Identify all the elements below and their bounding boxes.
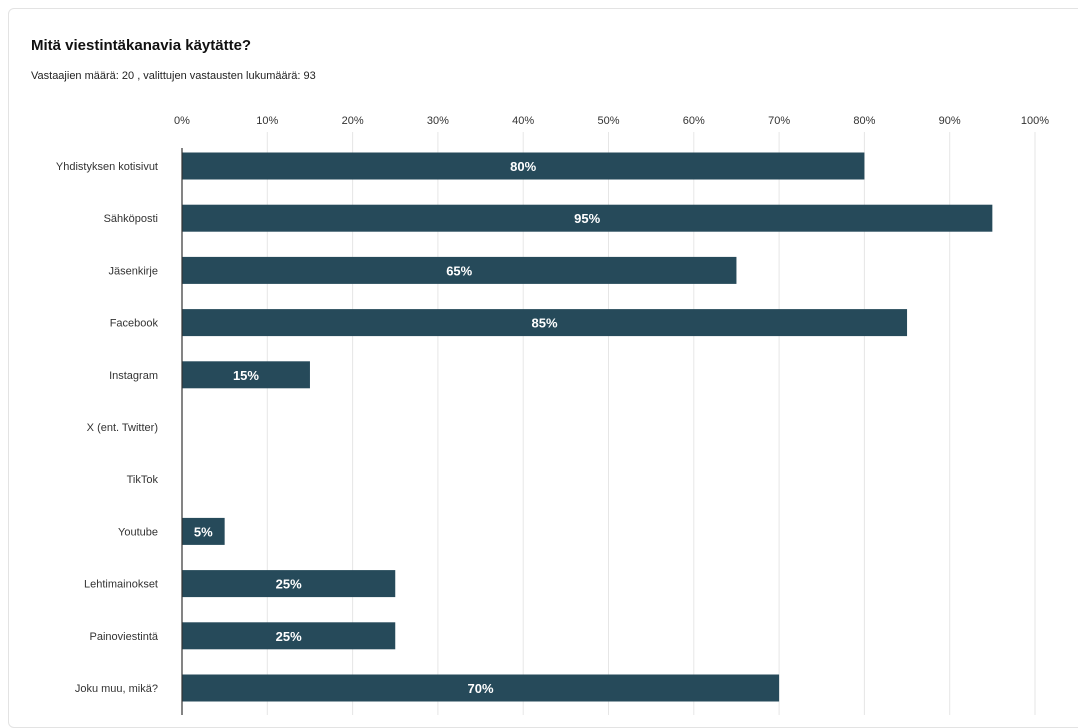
bar-value-label: 5% xyxy=(194,524,213,539)
bar xyxy=(182,256,737,284)
category-label: X (ent. Twitter) xyxy=(87,422,158,434)
bar xyxy=(182,361,310,389)
x-tick-label: 60% xyxy=(683,115,705,127)
category-label: Lehtimainokset xyxy=(84,579,158,591)
bar-value-label: 65% xyxy=(446,263,472,278)
bar-value-label: 25% xyxy=(276,629,302,644)
x-tick-label: 50% xyxy=(597,115,619,127)
category-label: Youtube xyxy=(118,526,158,538)
bar xyxy=(182,152,865,180)
category-label: TikTok xyxy=(127,474,159,486)
category-label: Painoviestintä xyxy=(90,631,159,643)
bar xyxy=(182,622,396,650)
bar-value-label: 80% xyxy=(510,159,536,174)
bar-value-label: 85% xyxy=(532,316,558,331)
x-tick-label: 70% xyxy=(768,115,790,127)
x-tick-label: 0% xyxy=(174,115,190,127)
bar xyxy=(182,674,780,702)
bar xyxy=(182,204,993,232)
bar xyxy=(182,570,396,598)
bar-value-label: 95% xyxy=(574,211,600,226)
category-label: Joku muu, mikä? xyxy=(75,683,158,695)
x-tick-label: 20% xyxy=(342,115,364,127)
bar xyxy=(182,309,908,337)
bar-value-label: 25% xyxy=(276,577,302,592)
x-tick-label: 90% xyxy=(939,115,961,127)
category-label: Sähköposti xyxy=(104,213,158,225)
bar xyxy=(182,517,225,545)
category-label: Jäsenkirje xyxy=(108,265,158,277)
x-tick-label: 40% xyxy=(512,115,534,127)
bar-value-label: 70% xyxy=(468,681,494,696)
bar-value-label: 15% xyxy=(233,368,259,383)
x-tick-label: 30% xyxy=(427,115,449,127)
x-tick-label: 10% xyxy=(256,115,278,127)
chart-title: Mitä viestintäkanavia käytätte? xyxy=(31,37,252,54)
chart-subtitle: Vastaajien määrä: 20 , valittujen vastau… xyxy=(31,70,316,82)
category-label: Facebook xyxy=(110,318,159,330)
x-tick-label: 80% xyxy=(853,115,875,127)
x-tick-label: 100% xyxy=(1021,115,1049,127)
category-label: Instagram xyxy=(109,370,158,382)
category-label: Yhdistyksen kotisivut xyxy=(56,161,158,173)
